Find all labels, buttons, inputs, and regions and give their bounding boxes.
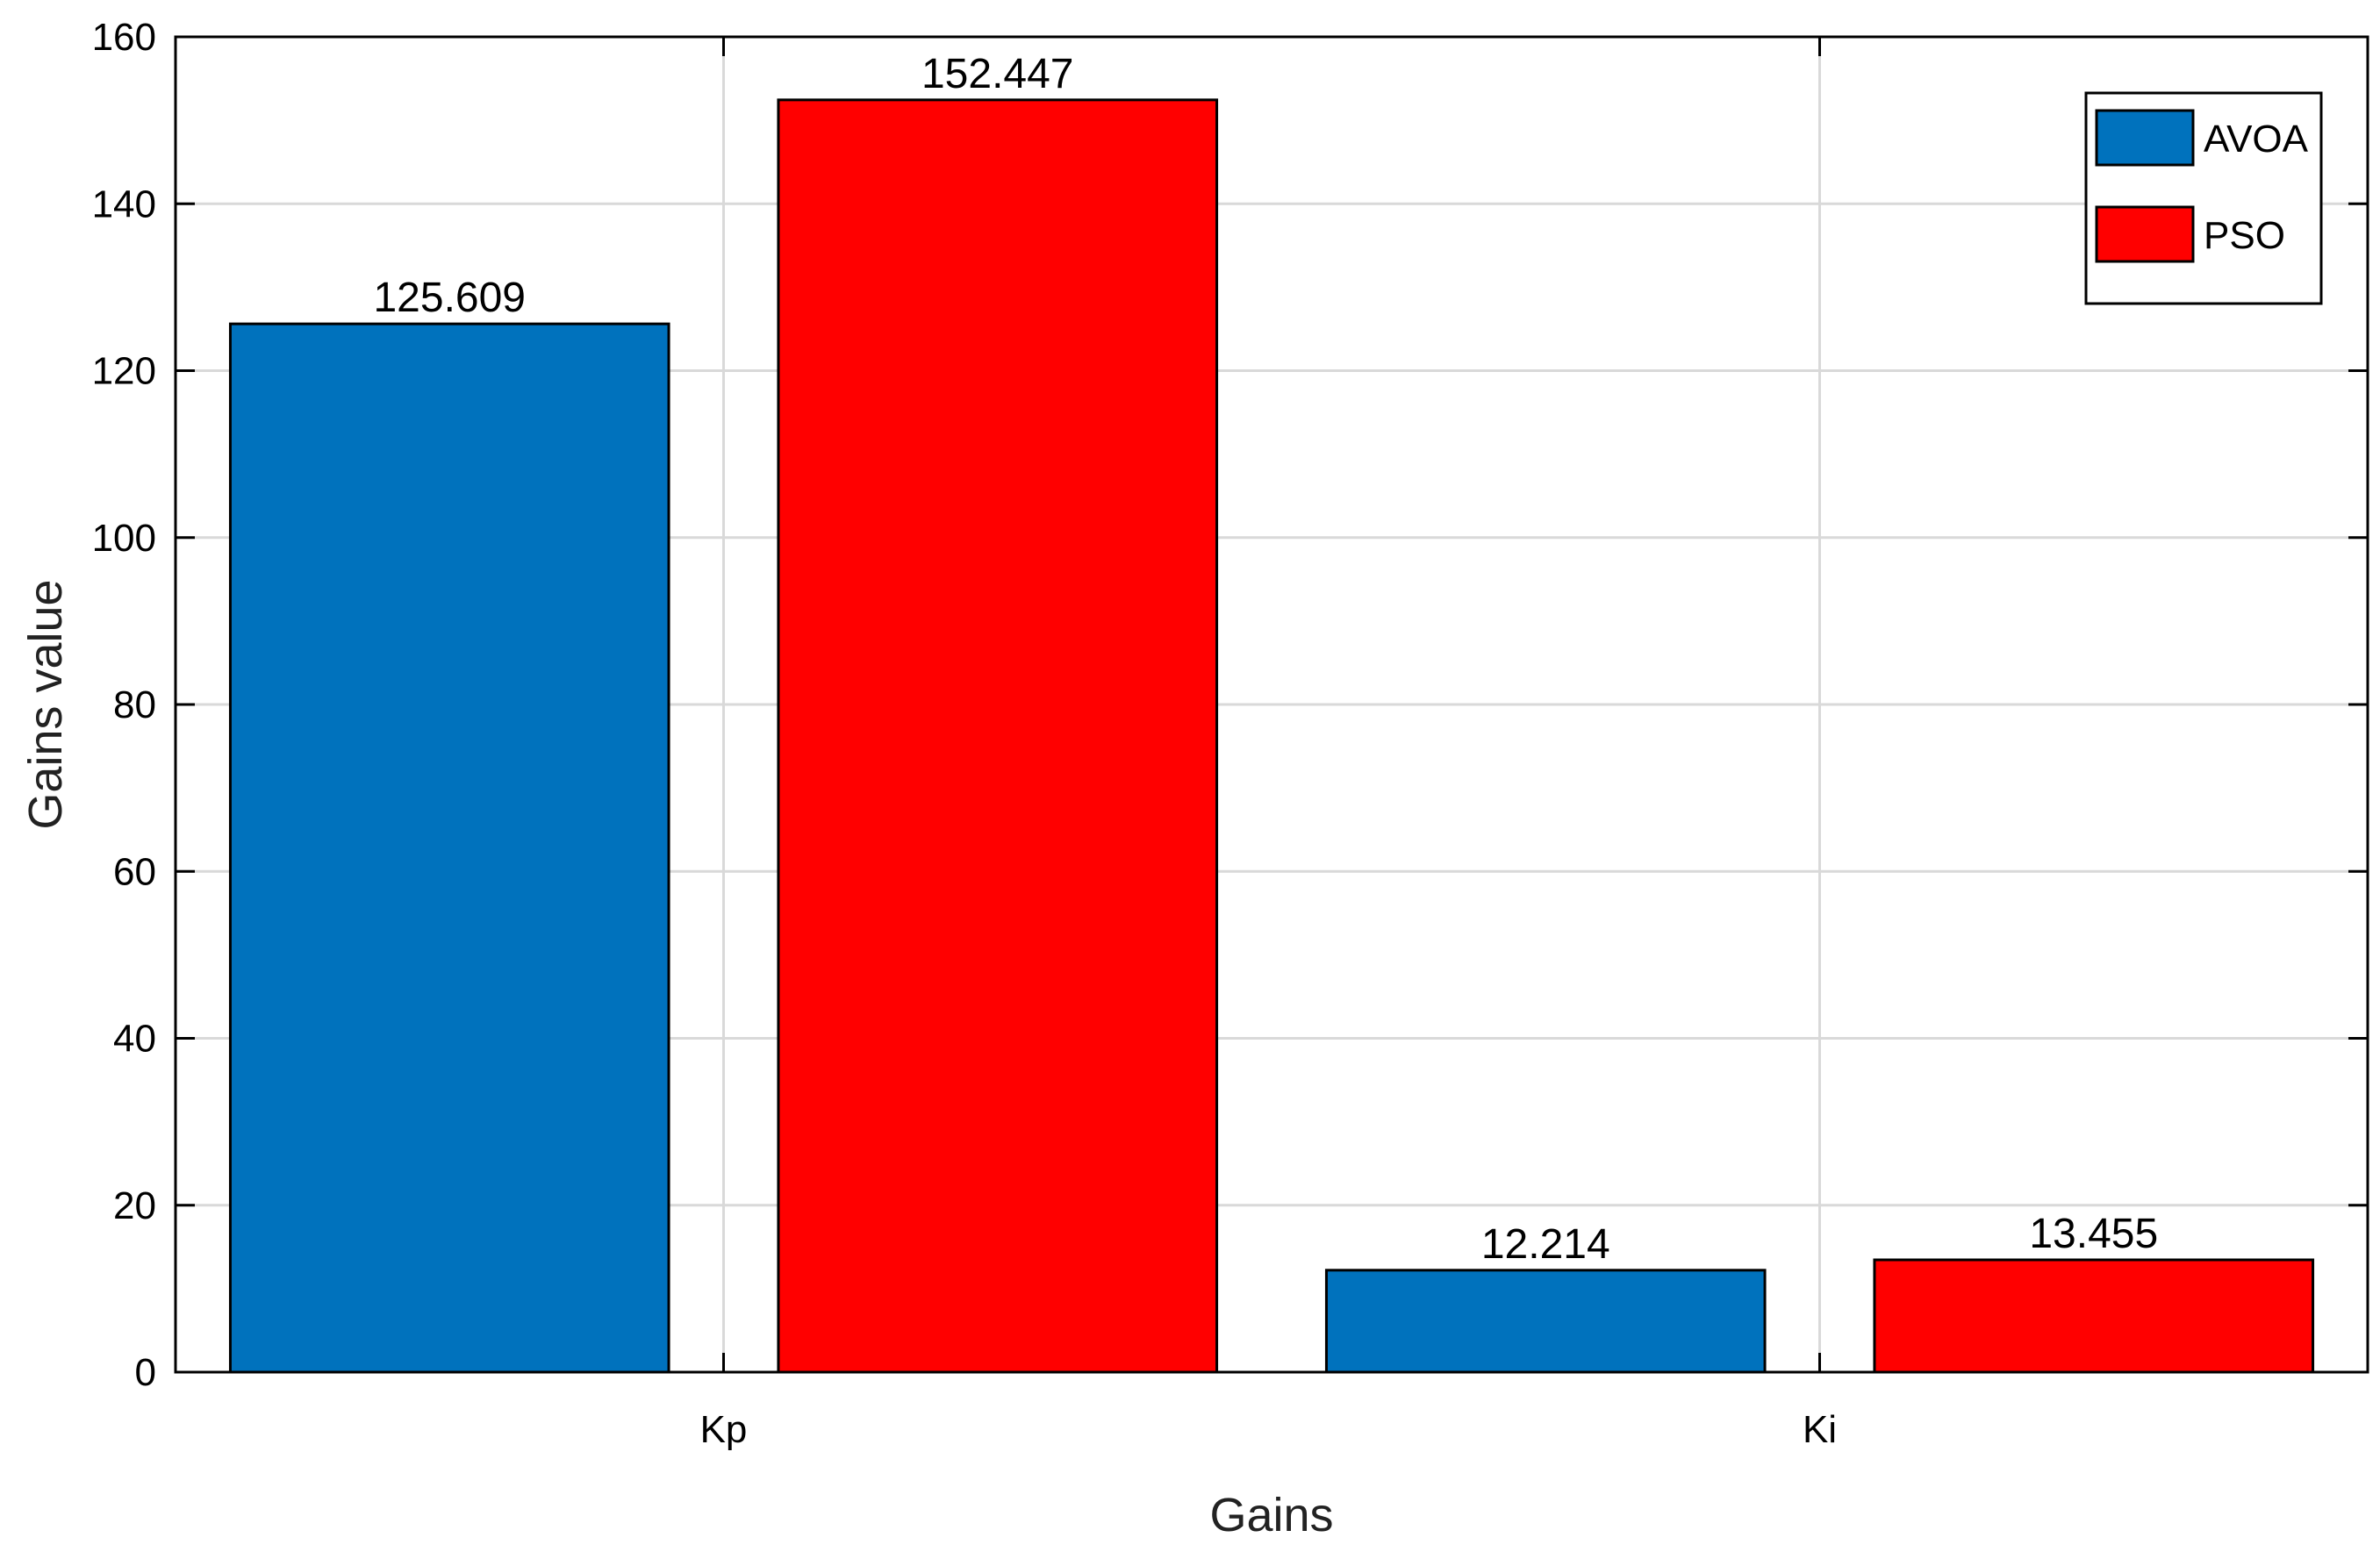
data-label-avoa-ki: 12.214: [1481, 1221, 1610, 1268]
y-tick-label: 120: [92, 350, 156, 393]
x-tick-label: Kp: [700, 1408, 748, 1451]
x-axis-ticks: Kp Ki: [700, 37, 1837, 1451]
bar-avoa-ki: [1324, 1269, 1767, 1374]
bar-pso-kp: [777, 98, 1219, 1374]
bars: [228, 98, 2315, 1374]
legend: AVOA PSO: [2084, 91, 2323, 305]
y-tick-label: 60: [113, 850, 156, 893]
y-tick-label: 140: [92, 182, 156, 225]
y-tick-label: 80: [113, 683, 156, 726]
legend-swatch-pso: [2095, 205, 2195, 263]
y-tick-label: 160: [92, 16, 156, 59]
bar-avoa-kp: [228, 322, 670, 1374]
legend-label-avoa: AVOA: [2204, 118, 2309, 161]
legend-swatch-avoa: [2095, 109, 2195, 167]
y-tick-label: 40: [113, 1018, 156, 1061]
y-axis-ticks: 0 20 40 60 80 100 120 140 160: [92, 16, 2368, 1394]
y-tick-label: 0: [135, 1351, 156, 1394]
y-tick-label: 100: [92, 517, 156, 560]
x-axis-title: Gains: [1209, 1489, 1333, 1541]
legend-label-pso: PSO: [2204, 214, 2285, 257]
data-labels: 125.609 12.214 152.447 13.455: [373, 51, 2158, 1268]
x-tick-label: Ki: [1803, 1408, 1837, 1451]
y-tick-label: 20: [113, 1184, 156, 1227]
data-label-pso-ki: 13.455: [2029, 1211, 2158, 1257]
data-label-avoa-kp: 125.609: [373, 275, 526, 321]
bar-pso-ki: [1873, 1258, 2315, 1374]
y-axis-title: Gains value: [19, 579, 72, 829]
data-label-pso-kp: 152.447: [921, 51, 1074, 97]
